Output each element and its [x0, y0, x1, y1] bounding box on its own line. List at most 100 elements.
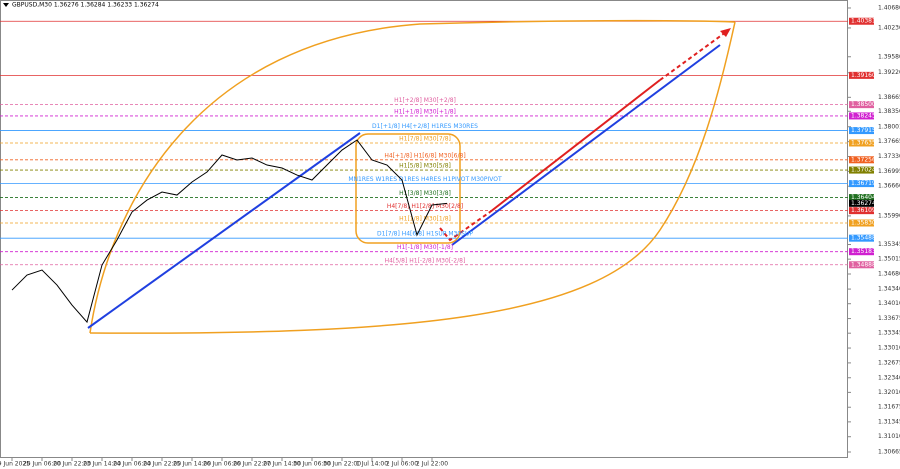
x-tick-label: 20 Jun 22:00 [53, 461, 91, 468]
level-label: H4[+1/8] H1[6/8] M30[6/8] [384, 152, 465, 159]
price-box [849, 234, 874, 242]
price-box [849, 194, 874, 202]
y-tick-label: 1.31010 [878, 433, 900, 440]
price-box [849, 180, 874, 188]
y-tick-label: 1.40680 [878, 4, 900, 11]
x-tick-label: 25 Jun 14:00 [173, 461, 211, 468]
y-tick-label: 1.33010 [878, 345, 900, 352]
price-box-label: 1.38500 [851, 101, 876, 108]
last-price-label: 1.36274 [851, 200, 876, 207]
x-tick-label: 23 Jun 14:00 [83, 461, 121, 468]
x-tick-label: 2 Jul 06:00 [386, 461, 418, 468]
y-tick-label: 1.40230 [878, 24, 900, 31]
level-label: H1[7/8] M30[7/8] [399, 135, 451, 142]
symbol-icon [3, 3, 9, 7]
level-label: H1[-1/8] M30[-1/8] [397, 244, 453, 251]
x-tick-label: 26 Jun 22:00 [233, 461, 271, 468]
analysis-drawings [87, 19, 736, 334]
plot-frame [0, 0, 848, 458]
y-tick-label: 1.34340 [878, 286, 900, 293]
y-tick-label: 1.31345 [878, 418, 900, 425]
y-tick-label: 1.32340 [878, 374, 900, 381]
price-box-label: 1.36719 [851, 180, 876, 187]
x-tick-label: 30 Jun 22:00 [323, 461, 361, 468]
price-box-label: 1.40381 [851, 18, 876, 25]
price-box [849, 207, 874, 215]
price-box [849, 17, 874, 25]
y-tick-label: 1.38350 [878, 108, 900, 115]
y-tick-label: 1.34010 [878, 300, 900, 307]
y-tick-label: 1.35990 [878, 212, 900, 219]
level-label: D1[+1/8] H4[+2/8] H1RES M30RES [372, 123, 478, 130]
y-tick-label: 1.32675 [878, 359, 900, 366]
price-line [11, 139, 448, 324]
y-tick-label: 1.35015 [878, 256, 900, 263]
y-tick-label: 1.37665 [878, 138, 900, 145]
x-tick-label: 24 Jun 06:00 [113, 461, 151, 468]
y-tick-label: 1.37330 [878, 153, 900, 160]
forecast-dashed [439, 211, 491, 242]
forecast-dashed [659, 31, 727, 81]
y-tick-label: 1.33675 [878, 315, 900, 322]
price-box [849, 219, 874, 227]
level-label: H1[+1/8] M30[+1/8] [394, 108, 456, 115]
price-box-label: 1.35830 [851, 220, 876, 227]
y-tick-label: 1.39220 [878, 69, 900, 76]
trend-line [87, 132, 361, 329]
y-tick-label: 1.39580 [878, 53, 900, 60]
y-tick-label: 1.30665 [878, 449, 900, 456]
x-tick-label: 20 Jun 06:00 [23, 461, 61, 468]
price-box [849, 101, 874, 109]
price-box-label: 1.34888 [851, 261, 876, 268]
price-box [849, 71, 874, 79]
level-label: MN1RES W1RES D1RES H4RES H1PIVOT M30PIVO… [348, 176, 502, 183]
y-tick-label: 1.36995 [878, 168, 900, 175]
price-box [849, 127, 874, 135]
y-tick-label: 1.35345 [878, 241, 900, 248]
range-box [355, 133, 461, 244]
price-box [849, 156, 874, 164]
x-tick-label: 19 Jun 2025 [0, 461, 30, 468]
trend-line [451, 44, 721, 246]
level-label: H4[7/8] H1[2/8] M30[2/8] [387, 203, 463, 210]
price-box-label: 1.37635 [851, 139, 876, 146]
price-box [849, 166, 874, 174]
chart-title: GBPUSD,M30 1.36276 1.36284 1.36233 1.362… [12, 2, 159, 9]
price-box-label: 1.37915 [851, 127, 876, 134]
y-tick-label: 1.33345 [878, 330, 900, 337]
x-tick-label: 30 Jun 06:00 [293, 461, 331, 468]
price-box-label: 1.36404 [851, 194, 876, 201]
price-box [849, 248, 874, 256]
price-box-label: 1.35183 [851, 248, 876, 255]
arc-lower [89, 21, 736, 334]
price-box-label: 1.35488 [851, 235, 876, 242]
y-tick-label: 1.32010 [878, 389, 900, 396]
price-box-label: 1.39160 [851, 72, 876, 79]
x-tick-label: 1 Jul 14:00 [356, 461, 388, 468]
last-price-box [849, 199, 874, 207]
y-tick-label: 1.38665 [878, 94, 900, 101]
price-box-label: 1.36109 [851, 207, 876, 214]
y-tick-label: 1.34680 [878, 271, 900, 278]
y-tick-label: 1.36660 [878, 183, 900, 190]
x-tick-label: 2 Jul 22:00 [416, 461, 448, 468]
level-label: H1[+2/8] M30[+2/8] [394, 97, 456, 104]
price-box-label: 1.37256 [851, 156, 876, 163]
level-label: D1[7/8] H4[6/8] H1SUP M30SUP [377, 231, 473, 238]
y-tick-label: 1.31675 [878, 404, 900, 411]
x-tick-label: 24 Jun 22:00 [143, 461, 181, 468]
x-tick-label: 27 Jun 14:00 [263, 461, 301, 468]
x-tick-label: 26 Jun 06:00 [203, 461, 241, 468]
level-label: H1[5/8] M30[5/8] [399, 163, 451, 170]
arrow-head [720, 28, 731, 37]
price-box [849, 112, 874, 120]
price-box-label: 1.37024 [851, 167, 876, 174]
forecast-line [489, 79, 661, 213]
level-label: H4[5/8] H1[-2/8] M30[-2/8] [385, 257, 466, 264]
price-box-label: 1.38245 [851, 112, 876, 119]
price-box [849, 261, 874, 269]
arc-upper [89, 19, 736, 334]
level-label: H1[3/8] M30[3/8] [399, 190, 451, 197]
